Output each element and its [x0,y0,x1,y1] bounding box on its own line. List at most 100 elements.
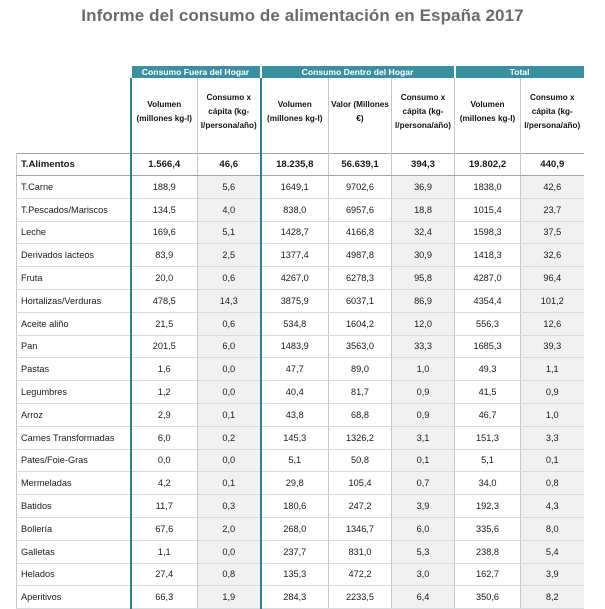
cell-value: 14,3 [197,289,261,313]
cell-value: 180,6 [259,494,329,518]
cell-value: 40,4 [259,380,329,404]
row-label: Aperitivos [16,585,131,609]
table-body: T.Alimentos 1.566,4 46,6 18.235,8 56.639… [16,153,584,609]
cell-value: 247,2 [328,494,392,518]
cell-value: 2,0 [197,517,261,541]
table-row: Pates/Foie-Gras 0,0 0,0 5,1 50,8 0,1 5,1 0,1 [16,449,584,473]
cell-value: 0,0 [197,380,261,404]
cell-value: 135,3 [259,563,329,587]
col-dentro-capita: Consumo x cápita (kg-l/persona/año) [390,78,455,145]
cell-value: 1,0 [520,403,584,427]
cell-value: 1,6 [129,357,198,382]
cell-value: 3563,0 [328,335,392,359]
cell-value: 8,0 [520,517,584,541]
cell-value: 4287,0 [454,266,521,290]
cell-value: 1326,2 [328,426,392,450]
row-label: Batidos [16,494,131,518]
column-header-spacer [17,78,131,145]
cell-value: 0,8 [520,471,584,496]
cell-value: 67,6 [129,517,198,541]
cell-value: 1,9 [197,585,261,609]
table-row: Aceite aliño 21,5 0,6 534,8 1604,2 12,0 556,3 1… [16,312,584,336]
row-label: Helados [16,563,131,587]
table-row: Aperitivos 66,3 1,9 284,3 2233,5 6,4 350,6 8,2 [16,585,584,609]
cell-value: 556,3 [454,312,521,336]
cell-value: 6,0 [197,335,261,359]
cell-value: 4987,8 [328,243,392,268]
cell-value: 478,5 [129,289,198,313]
cell-value: 134,5 [129,198,198,222]
cell-value: 46,6 [197,153,261,176]
cell-value: 1346,7 [328,517,392,541]
row-label: Pastas [16,357,131,382]
consumption-table: Consumo Fuera del Hogar Consumo Dentro d… [16,66,584,609]
cell-value: 5,6 [197,175,261,199]
cell-value: 5,1 [197,221,261,245]
cell-value: 0,1 [520,449,584,473]
cell-value: 1,0 [390,357,455,382]
cell-value: 19.802,2 [454,153,521,176]
table-row: Derivados lacteos 83,9 2,5 1377,4 4987,8 30,9… [16,243,584,268]
cell-value: 12,0 [390,312,455,336]
cell-value: 30,9 [390,243,455,268]
cell-value: 2,5 [197,243,261,268]
table-row: Batidos 11,7 0,3 180,6 247,2 3,9 192,3 4,3 [16,494,584,518]
col-dentro-volumen: Volumen (millones kg-l) [259,78,329,145]
table-row: Mermeladas 4,2 0,1 29,8 105,4 0,7 34,0 0,8 [16,471,584,496]
group-header-total: Total [453,66,584,78]
cell-value: 56.639,1 [328,153,392,176]
table-row: Bollería 67,6 2,0 268,0 1346,7 6,0 335,6 8,0 [16,517,584,541]
cell-value: 4,3 [520,494,584,518]
cell-value: 534,8 [259,312,329,336]
cell-value: 101,2 [520,289,584,313]
row-label: Hortalizas/Verduras [16,289,131,313]
group-header-spacer [16,66,131,78]
cell-value: 151,3 [454,426,521,450]
cell-value: 27,4 [129,563,198,587]
cell-value: 6,0 [390,517,455,541]
cell-value: 4,2 [129,471,198,496]
col-total-capita: Consumo x cápita (kg-l/persona/año) [520,78,584,145]
cell-value: 37,5 [520,221,584,245]
cell-value: 11,7 [129,494,198,518]
cell-value: 0,0 [197,357,261,382]
row-label: T.Carne [16,175,131,199]
cell-value: 831,0 [328,540,392,564]
cell-value: 0,9 [520,380,584,404]
table-row: T.Pescados/Mariscos 134,5 4,0 838,0 6957,6 18… [16,198,584,222]
cell-value: 335,6 [454,517,521,541]
cell-value: 1,1 [520,357,584,382]
cell-value: 472,2 [328,563,392,587]
col-fuera-volumen: Volumen (millones kg-l) [129,78,198,145]
cell-value: 3,9 [390,494,455,518]
cell-value: 169,6 [129,221,198,245]
cell-value: 237,7 [259,540,329,564]
row-label: Carnes Transformadas [16,426,131,450]
cell-value: 86,9 [390,289,455,313]
cell-value: 238,8 [454,540,521,564]
cell-value: 20,0 [129,266,198,290]
group-header-dentro: Consumo Dentro del Hogar [259,66,455,78]
cell-value: 66,3 [129,585,198,609]
cell-value: 3,9 [520,563,584,587]
cell-value: 0,0 [129,449,198,473]
row-label: Pates/Foie-Gras [16,449,131,473]
cell-value: 1,2 [129,380,198,404]
cell-value: 23,7 [520,198,584,222]
table-row: Pastas 1,6 0,0 47,7 89,0 1,0 49,3 1,1 [16,357,584,382]
group-header-row: Consumo Fuera del Hogar Consumo Dentro d… [16,66,584,78]
table-row: Helados 27,4 0,8 135,3 472,2 3,0 162,7 3,9 [16,563,584,587]
cell-value: 36,9 [390,175,455,199]
table-row: Carnes Transformadas 6,0 0,2 145,3 1326,2 3,1… [16,426,584,450]
cell-value: 0,1 [197,403,261,427]
cell-value: 145,3 [259,426,329,450]
cell-value: 4267,0 [259,266,329,290]
cell-value: 1015,4 [454,198,521,222]
row-label: Derivados lacteos [16,243,131,268]
row-label: Fruta [16,266,131,290]
col-dentro-valor: Valor (Millones €) [328,78,392,145]
table-row: Arroz 2,9 0,1 43,8 68,8 0,9 46,7 1,0 [16,403,584,427]
cell-value: 32,6 [520,243,584,268]
cell-value: 1598,3 [454,221,521,245]
cell-value: 33,3 [390,335,455,359]
